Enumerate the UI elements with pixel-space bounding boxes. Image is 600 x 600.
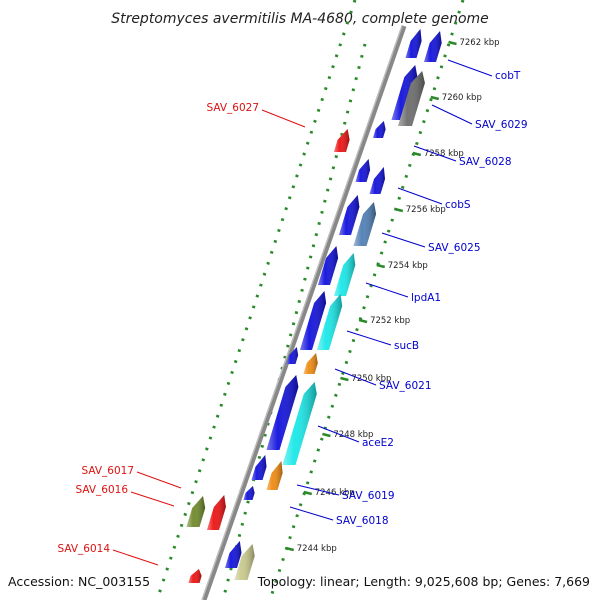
kbp-tick-label: 7262 kbp bbox=[459, 38, 499, 48]
gene-unlabelled-9[interactable] bbox=[251, 455, 267, 480]
label-sav-6014-leader bbox=[112, 549, 159, 566]
label-cobs[interactable]: cobS bbox=[445, 199, 471, 211]
gene-sav-6029[interactable] bbox=[398, 71, 425, 126]
gene-sav-6025[interactable] bbox=[353, 202, 377, 246]
label-cobt-leader bbox=[447, 59, 493, 77]
kbp-tick-mark bbox=[322, 432, 331, 438]
label-sav-6017-leader bbox=[136, 471, 182, 489]
gene-sav-6019[interactable] bbox=[266, 461, 283, 490]
label-sav-6028[interactable]: SAV_6028 bbox=[459, 156, 512, 168]
label-sucb[interactable]: sucB bbox=[394, 340, 419, 352]
label-sav-6014[interactable]: SAV_6014 bbox=[57, 543, 110, 555]
kbp-tick-label: 7250 kbp bbox=[351, 374, 391, 384]
gene-unlabelled-2[interactable] bbox=[373, 121, 386, 138]
label-acee2[interactable]: aceE2 bbox=[362, 437, 394, 449]
label-sav-6027[interactable]: SAV_6027 bbox=[206, 102, 259, 114]
kbp-tick-mark bbox=[412, 151, 422, 157]
kbp-tick-label: 7248 kbp bbox=[333, 430, 373, 440]
gene-unlabelled-4[interactable] bbox=[339, 195, 360, 235]
gene-unlabelled-olive[interactable] bbox=[234, 544, 255, 580]
gene-lpda1[interactable] bbox=[334, 253, 356, 296]
forward-guide bbox=[268, 0, 465, 600]
gene-cobt[interactable] bbox=[424, 31, 442, 62]
kbp-tick-mark bbox=[340, 376, 349, 382]
label-sav-6027-leader bbox=[261, 109, 306, 128]
label-sav-6017[interactable]: SAV_6017 bbox=[81, 465, 134, 477]
kbp-tick-mark bbox=[394, 207, 404, 213]
label-cobs-leader bbox=[397, 187, 443, 205]
label-acee2-leader bbox=[317, 425, 360, 443]
gene-unlabelled-1[interactable] bbox=[391, 65, 418, 120]
label-sav-6021-leader bbox=[334, 368, 377, 386]
reverse-outer-guide bbox=[155, 0, 357, 600]
gene-sav-6028[interactable] bbox=[369, 167, 386, 194]
kbp-tick-label: 7246 kbp bbox=[315, 488, 355, 498]
gene-sav-6014[interactable] bbox=[188, 569, 202, 583]
label-lpda1[interactable]: lpdA1 bbox=[411, 292, 441, 304]
label-sav-6018[interactable]: SAV_6018 bbox=[336, 515, 389, 527]
label-sav-6028-leader bbox=[413, 145, 457, 162]
gene-sav-6017[interactable] bbox=[207, 495, 226, 530]
kbp-tick-label: 7254 kbp bbox=[388, 261, 428, 271]
label-sav-6025[interactable]: SAV_6025 bbox=[428, 242, 481, 254]
label-sav-6016[interactable]: SAV_6016 bbox=[75, 484, 128, 496]
label-sucb-leader bbox=[346, 330, 392, 346]
label-sav-6029-leader bbox=[431, 104, 473, 125]
map-title: Streptomyces avermitilis MA-4680, comple… bbox=[111, 11, 489, 27]
gene-unlabelled-11[interactable] bbox=[225, 541, 242, 568]
gene-unlabelled-10[interactable] bbox=[243, 486, 255, 500]
gene-sav-6016[interactable] bbox=[186, 496, 206, 527]
gene-sav-6021[interactable] bbox=[303, 353, 318, 374]
accession-text: Accession: NC_003155 bbox=[8, 574, 150, 589]
kbp-tick-mark bbox=[448, 40, 457, 46]
gene-unlabelled-3[interactable] bbox=[355, 159, 371, 182]
kbp-tick-label: 7252 kbp bbox=[370, 316, 410, 326]
label-cobt[interactable]: cobT bbox=[495, 70, 521, 82]
gene-acee2[interactable] bbox=[282, 382, 317, 465]
gene-sucb[interactable] bbox=[317, 294, 343, 350]
label-sav-6021[interactable]: SAV_6021 bbox=[379, 380, 432, 392]
gene-unlabelled-7[interactable] bbox=[286, 347, 299, 364]
kbp-tick-label: 7260 kbp bbox=[442, 93, 482, 103]
gene-unlabelled-5[interactable] bbox=[318, 246, 339, 285]
label-sav-6016-leader bbox=[130, 491, 175, 507]
genome-backbone bbox=[201, 25, 407, 600]
label-sav-6029[interactable]: SAV_6029 bbox=[475, 119, 528, 131]
label-lpda1-leader bbox=[365, 282, 409, 298]
gene-sav-6027[interactable] bbox=[334, 129, 350, 152]
kbp-tick-mark bbox=[430, 95, 440, 101]
kbp-tick-label: 7258 kbp bbox=[424, 149, 464, 159]
gene-unlabelled-0[interactable] bbox=[405, 29, 422, 58]
kbp-tick-mark bbox=[285, 546, 295, 552]
gene-unlabelled-6[interactable] bbox=[300, 291, 327, 350]
label-sav-6019[interactable]: SAV_6019 bbox=[342, 490, 395, 502]
kbp-tick-label: 7256 kbp bbox=[406, 205, 446, 215]
label-sav-6018-leader bbox=[289, 506, 334, 521]
kbp-tick-label: 7244 kbp bbox=[297, 544, 337, 554]
kbp-tick-mark bbox=[303, 490, 313, 496]
label-sav-6025-leader bbox=[381, 232, 426, 248]
kbp-tick-mark bbox=[358, 318, 368, 324]
genome-summary-text: Topology: linear; Length: 9,025,608 bp; … bbox=[257, 574, 590, 589]
gene-unlabelled-8[interactable] bbox=[266, 375, 299, 450]
kbp-tick-mark bbox=[376, 263, 386, 269]
label-sav-6019-leader bbox=[296, 484, 340, 496]
